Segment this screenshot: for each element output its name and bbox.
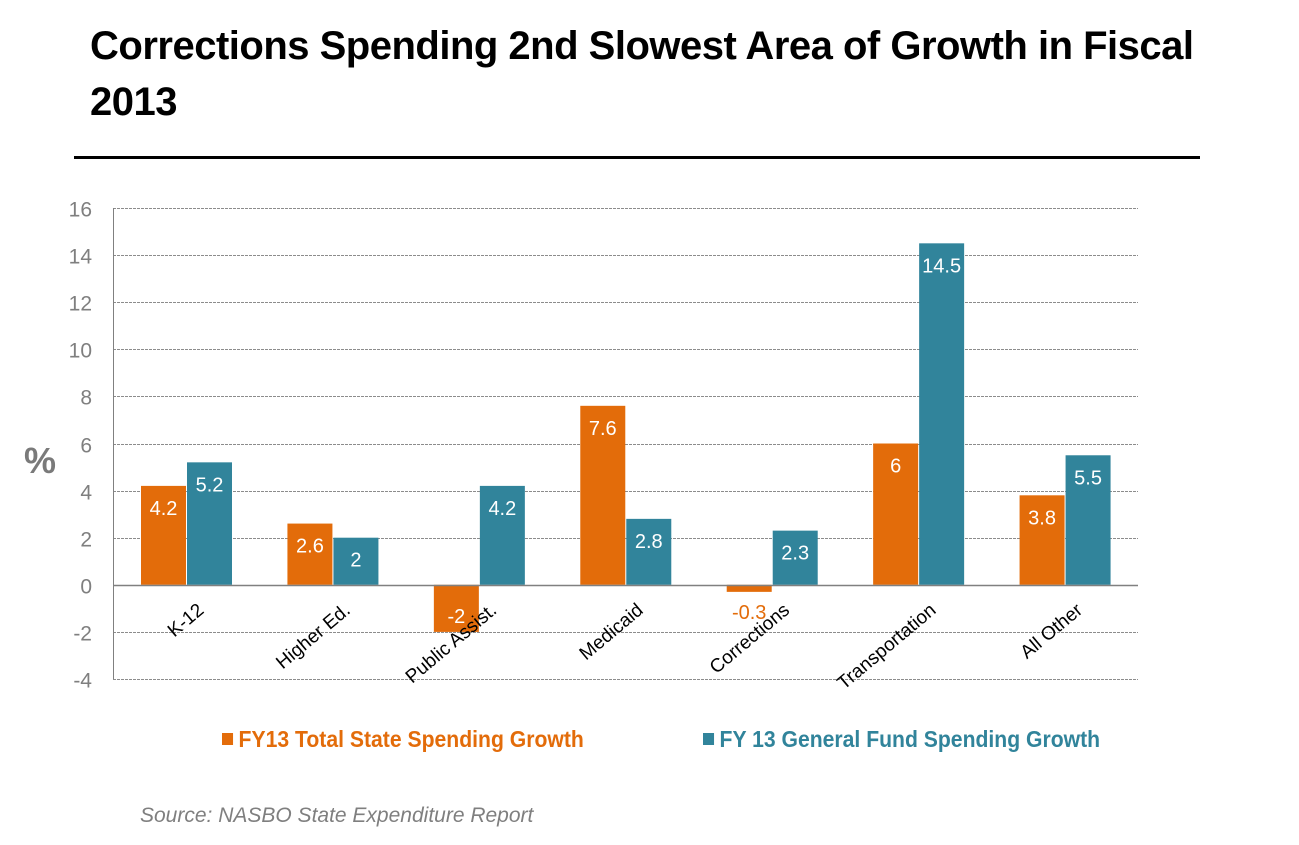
x-category-label: K-12 [164, 600, 208, 642]
bar-total-state [1019, 495, 1065, 585]
bar-general-fund [333, 537, 379, 585]
data-label: -0.3 [732, 602, 766, 624]
y-axis-ticks: 16 14 12 10 8 6 4 2 0 -2 -4 [69, 199, 93, 693]
y-tick-label: 16 [69, 199, 92, 222]
y-axis-label: % [24, 440, 57, 481]
data-label: 4.2 [488, 498, 516, 520]
y-tick-label: -4 [73, 670, 92, 693]
legend-label-total-state: FY13 Total State Spending Growth [238, 726, 584, 752]
y-tick-label: 8 [80, 387, 92, 410]
bar-total-state [580, 405, 626, 585]
y-tick-label: 12 [69, 293, 92, 316]
bar-total-state [287, 523, 333, 585]
data-label: 2.8 [635, 531, 663, 553]
bar-general-fund [1065, 455, 1111, 585]
bar-general-fund [187, 462, 232, 585]
y-tick-label: 4 [80, 482, 92, 505]
data-label: 7.6 [589, 418, 617, 440]
source-note: Source: NASBO State Expenditure Report [140, 804, 534, 827]
bar-total-state [873, 443, 919, 585]
legend-swatch-general-fund [703, 733, 715, 745]
y-tick-label: 2 [80, 529, 92, 552]
x-category-label: All Other [1017, 599, 1088, 663]
bars [141, 243, 1111, 632]
data-label: 6 [890, 456, 901, 478]
data-label: 3.8 [1028, 507, 1056, 529]
data-label: 5.5 [1074, 467, 1102, 489]
x-category-label: Higher Ed. [272, 600, 354, 674]
legend-item-general-fund: FY 13 General Fund Spending Growth [703, 726, 1100, 753]
data-label: 2.6 [296, 536, 324, 558]
gridlines [113, 208, 1138, 680]
y-tick-label: 6 [80, 435, 92, 458]
data-labels: 4.2 2.6 -2 7.6 -0.3 6 3.8 5.2 2 4.2 2.8 2.3 14.5 5.5 [150, 255, 1102, 628]
legend-item-total-state: FY13 Total State Spending Growth [222, 726, 584, 753]
bar-total-state [141, 485, 186, 585]
legend-swatch-total-state [222, 733, 234, 745]
bar-general-fund [479, 485, 525, 585]
data-label: 5.2 [196, 474, 224, 496]
chart-title: Corrections Spending 2nd Slowest Area of… [90, 24, 1194, 124]
data-label: -2 [447, 606, 465, 628]
data-label: 2 [350, 550, 361, 572]
y-tick-label: 0 [80, 576, 92, 599]
data-label: 4.2 [150, 498, 178, 520]
bar-general-fund [626, 518, 672, 585]
bar-total-state [433, 584, 479, 632]
y-tick-label: 10 [69, 340, 92, 363]
axes [113, 208, 1138, 679]
bar-general-fund [919, 243, 965, 585]
bar-general-fund [772, 530, 818, 585]
data-label: 14.5 [922, 255, 961, 277]
title-divider [74, 156, 1200, 159]
y-tick-label: -2 [73, 623, 92, 646]
y-tick-label: 14 [69, 246, 93, 269]
data-label: 2.3 [781, 543, 809, 565]
bar-total-state [726, 584, 772, 592]
legend-label-general-fund: FY 13 General Fund Spending Growth [719, 726, 1101, 752]
